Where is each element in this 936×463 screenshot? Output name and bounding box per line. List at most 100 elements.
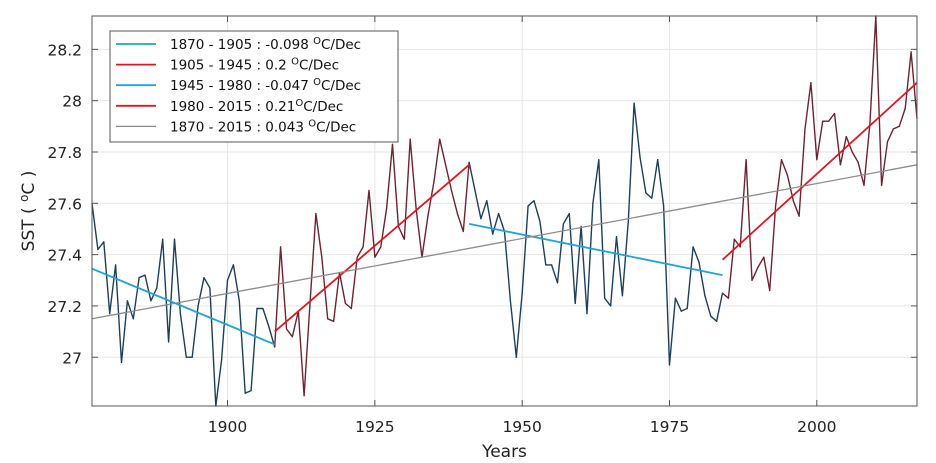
sst-data-point	[321, 256, 323, 258]
sst-data-point	[368, 189, 370, 192]
legend-entry-range: 1870 - 1905 : -0.098	[170, 37, 313, 53]
sst-data-point	[462, 230, 464, 233]
y-axis-label-degree: o	[17, 195, 31, 202]
sst-data-point	[226, 279, 229, 281]
sst-data-point	[179, 313, 181, 315]
sst-data-point	[668, 364, 671, 366]
sst-data-point	[109, 313, 111, 315]
sst-data-point	[415, 207, 417, 209]
trend-line-4	[721, 82, 918, 261]
sst-data-point	[680, 310, 682, 312]
sst-data-point	[103, 241, 105, 243]
sst-data-point	[863, 184, 865, 186]
sst-data-point	[804, 128, 806, 130]
sst-data-point	[456, 213, 458, 215]
sst-data-point	[539, 220, 541, 222]
sst-data-point	[244, 392, 246, 394]
sst-data-point	[645, 192, 647, 194]
legend-entry-degree: O	[313, 36, 321, 47]
sst-data-point	[256, 307, 258, 310]
sst-data-point	[786, 174, 789, 176]
sst-data-point	[657, 159, 659, 161]
legend-entry-degree: O	[291, 57, 299, 68]
sst-data-point	[633, 102, 635, 104]
sst-data-point	[881, 184, 883, 186]
sst-data-point	[704, 295, 706, 297]
sst-data-point	[409, 138, 411, 140]
sst-data-point	[221, 359, 223, 361]
sst-data-point	[615, 236, 618, 238]
sst-data-point	[733, 238, 735, 240]
sst-data-point	[356, 256, 358, 258]
sst-data-point	[185, 356, 187, 358]
legend-entry-range: 1945 - 1980 : -0.047	[170, 78, 313, 94]
sst-series-line-1	[91, 203, 276, 407]
sst-data-point	[739, 246, 741, 248]
sst-data-point	[910, 51, 912, 53]
sst-data-point	[780, 159, 783, 161]
sst-data-point	[120, 361, 123, 363]
sst-data-point	[822, 120, 824, 122]
sst-data-point	[562, 223, 565, 225]
sst-data-point	[639, 156, 641, 158]
legend-entry-range: 1980 - 2015 : 0.21	[170, 99, 295, 115]
legend-entry-degree: O	[295, 98, 303, 109]
sst-data-point	[144, 274, 146, 276]
sst-data-point	[663, 205, 665, 207]
sst-data-point	[439, 138, 441, 140]
x-tick-label: 2000	[797, 418, 836, 436]
sst-data-point	[892, 128, 895, 130]
sst-data-point	[598, 159, 600, 161]
sst-data-point	[857, 161, 859, 163]
sst-data-point	[810, 82, 812, 84]
sst-data-point	[757, 266, 759, 268]
sst-data-point	[333, 320, 335, 322]
sst-data-point	[527, 205, 529, 207]
sst-data-point	[816, 159, 818, 161]
y-axis-label: SST ( oC )	[17, 171, 39, 252]
legend-entry-label: 1870 - 2015 : 0.043 OC/Dec	[170, 118, 356, 135]
sst-data-point	[150, 300, 152, 302]
sst-data-point	[898, 125, 900, 127]
sst-data-point	[710, 315, 712, 317]
sst-data-point	[115, 264, 117, 266]
axis-ticks: 1900 1925 1950 1975 2000 27 27.2 27.4 27.6 27.8 28…	[47, 16, 917, 436]
sst-data-point	[232, 264, 234, 266]
legend-entry-label: 1945 - 1980 : -0.047 OC/Dec	[170, 77, 361, 94]
y-axis-label-text: SST (	[19, 202, 39, 251]
sst-data-point	[651, 197, 653, 199]
trend-layer	[91, 82, 918, 346]
sst-data-point	[162, 238, 164, 240]
sst-data-point	[568, 213, 570, 215]
legend-entry-degree: O	[308, 118, 316, 129]
plot-frame	[91, 15, 918, 407]
sst-data-point	[492, 233, 494, 235]
sst-data-point	[486, 200, 488, 202]
y-tick-label: 28	[62, 93, 82, 111]
legend-entry-unit: C/Dec	[299, 58, 339, 74]
sst-data-point	[556, 282, 559, 284]
sst-data-point	[427, 215, 429, 217]
sst-data-point	[604, 297, 606, 299]
sst-data-point	[350, 307, 352, 310]
sst-data-point	[203, 277, 205, 279]
sst-data-point	[692, 246, 694, 248]
sst-data-point	[445, 164, 447, 166]
x-tick-label: 1925	[355, 418, 394, 436]
sst-data-point	[97, 248, 99, 251]
sst-data-point	[468, 161, 470, 163]
sst-data-point	[798, 215, 800, 217]
sst-data-point	[138, 277, 140, 279]
sst-data-point	[327, 318, 329, 320]
sst-data-point	[769, 289, 771, 292]
y-tick-label: 27.6	[47, 195, 82, 213]
sst-data-point	[904, 107, 906, 109]
sst-data-point	[132, 318, 134, 320]
legend-entry-unit: C/Dec	[303, 99, 343, 115]
y-tick-label: 28.2	[47, 41, 82, 59]
sst-data-point	[886, 141, 889, 143]
sst-data-point	[250, 390, 252, 392]
sst-data-point	[474, 189, 476, 192]
sst-data-point	[238, 300, 240, 302]
